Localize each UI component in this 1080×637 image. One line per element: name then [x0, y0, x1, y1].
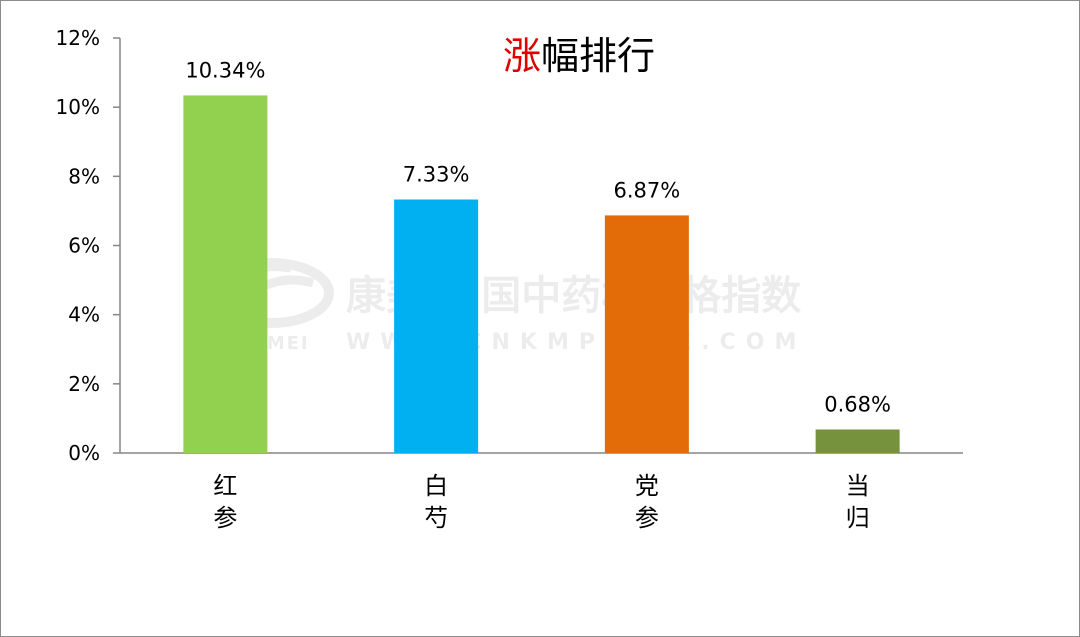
y-tick-label: 4% — [68, 303, 100, 327]
y-tick-label: 10% — [56, 95, 100, 119]
chart-title: 涨幅排行 — [503, 34, 655, 78]
y-tick-label: 0% — [68, 441, 100, 465]
y-tick-label: 12% — [56, 26, 100, 50]
chart-title-part-1: 幅排行 — [541, 34, 655, 78]
bars — [183, 95, 900, 454]
watermark: 康美·中国中药材价格指数 KANGMEI WWW.CNKMPRICE.COM — [201, 258, 801, 355]
y-axis: 0% 2% 4% 6% 8% 10% 12% — [56, 26, 121, 465]
data-label: 10.34% — [185, 58, 265, 82]
y-tick-label: 8% — [68, 164, 100, 188]
x-category-label: 当归 — [846, 472, 870, 532]
data-label: 7.33% — [403, 163, 470, 187]
x-category-label: 白芍 — [424, 472, 448, 532]
chart-title-part-0: 涨 — [503, 34, 541, 78]
data-label: 0.68% — [824, 392, 891, 416]
x-axis: 红参 白芍 党参 当归 — [120, 452, 963, 532]
bar-4 — [815, 429, 900, 453]
y-tick-label: 2% — [68, 372, 100, 396]
data-label: 6.87% — [614, 178, 681, 202]
y-tick-label: 6% — [68, 234, 100, 258]
bar-2 — [394, 199, 479, 453]
data-labels: 10.34% 7.33% 6.87% 0.68% — [185, 58, 891, 416]
x-category-label: 红参 — [213, 472, 237, 532]
x-category-label: 党参 — [635, 472, 659, 532]
bar-1 — [183, 95, 268, 454]
bar-3 — [604, 215, 689, 453]
